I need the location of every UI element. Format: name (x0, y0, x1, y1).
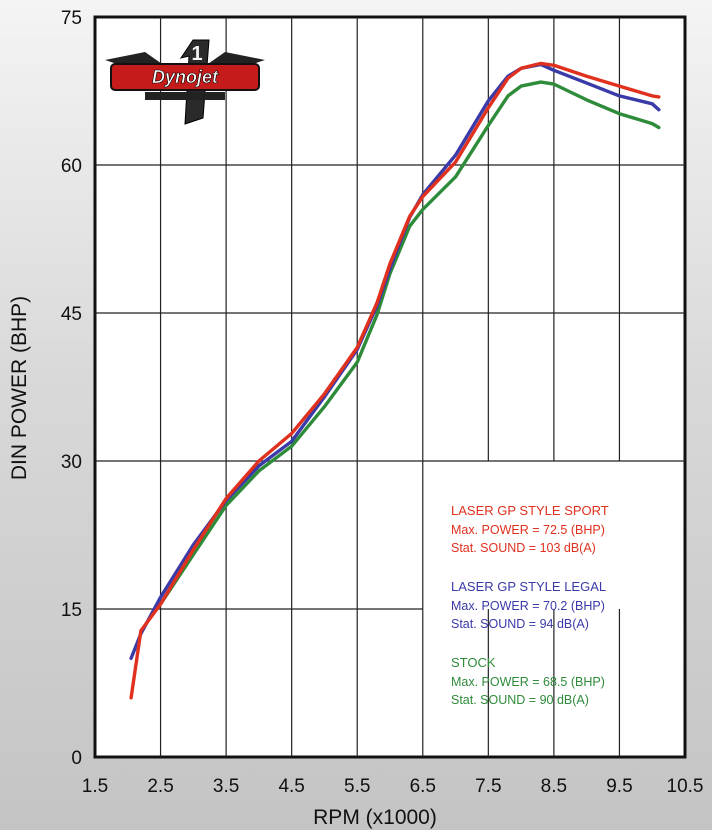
y-axis-title: DIN POWER (BHP) (8, 296, 31, 480)
y-tick-label-0: 0 (71, 748, 82, 769)
legend-max-power-1: Max. POWER = 70.2 (BHP) (451, 599, 605, 613)
plot-area (93, 15, 687, 759)
x-tick-label-1: 2.5 (147, 776, 173, 797)
x-axis-ticks: 1.5 2.5 3.5 4.5 5.5 6.5 7.5 8.5 9.5 10.5 (82, 776, 704, 797)
legend-sound-0: Stat. SOUND = 103 dB(A) (451, 541, 596, 555)
legend-max-power-2: Max. POWER = 68.5 (BHP) (451, 675, 605, 689)
y-tick-label-4: 60 (61, 156, 82, 177)
x-tick-label-0: 1.5 (82, 776, 108, 797)
series-line-2 (158, 80, 661, 606)
logo-numeral: 1 (191, 43, 202, 65)
x-tick-label-4: 5.5 (344, 776, 370, 797)
series-layer (129, 61, 661, 700)
x-tick-label-3: 4.5 (278, 776, 304, 797)
legend-series-name-1: LASER GP STYLE LEGAL (451, 579, 606, 594)
legend-series-name-0: LASER GP STYLE SPORT (451, 503, 609, 518)
x-tick-label-7: 8.5 (541, 776, 567, 797)
legend: LASER GP STYLE SPORT Max. POWER = 72.5 (B… (451, 503, 609, 707)
x-tick-label-6: 7.5 (475, 776, 501, 797)
y-tick-label-5: 75 (61, 8, 82, 29)
x-tick-label-8: 9.5 (606, 776, 632, 797)
y-tick-label-2: 30 (61, 452, 82, 473)
x-tick-label-5: 6.5 (410, 776, 436, 797)
series-line-0 (129, 61, 661, 700)
legend-max-power-0: Max. POWER = 72.5 (BHP) (451, 523, 605, 537)
y-axis-ticks: 0 15 30 45 60 75 (61, 8, 82, 769)
legend-series-name-2: STOCK (451, 655, 496, 670)
legend-sound-2: Stat. SOUND = 90 dB(A) (451, 693, 589, 707)
x-axis-title: RPM (x1000) (313, 806, 437, 829)
x-tick-label-2: 3.5 (213, 776, 239, 797)
dynojet-logo: Dynojet 1 (105, 39, 265, 125)
legend-sound-1: Stat. SOUND = 94 dB(A) (451, 617, 589, 631)
x-tick-label-9: 10.5 (667, 776, 704, 797)
y-tick-label-1: 15 (61, 600, 82, 621)
y-tick-label-3: 45 (61, 304, 82, 325)
logo-wordmark: Dynojet (152, 67, 219, 87)
gridlines (95, 17, 685, 757)
